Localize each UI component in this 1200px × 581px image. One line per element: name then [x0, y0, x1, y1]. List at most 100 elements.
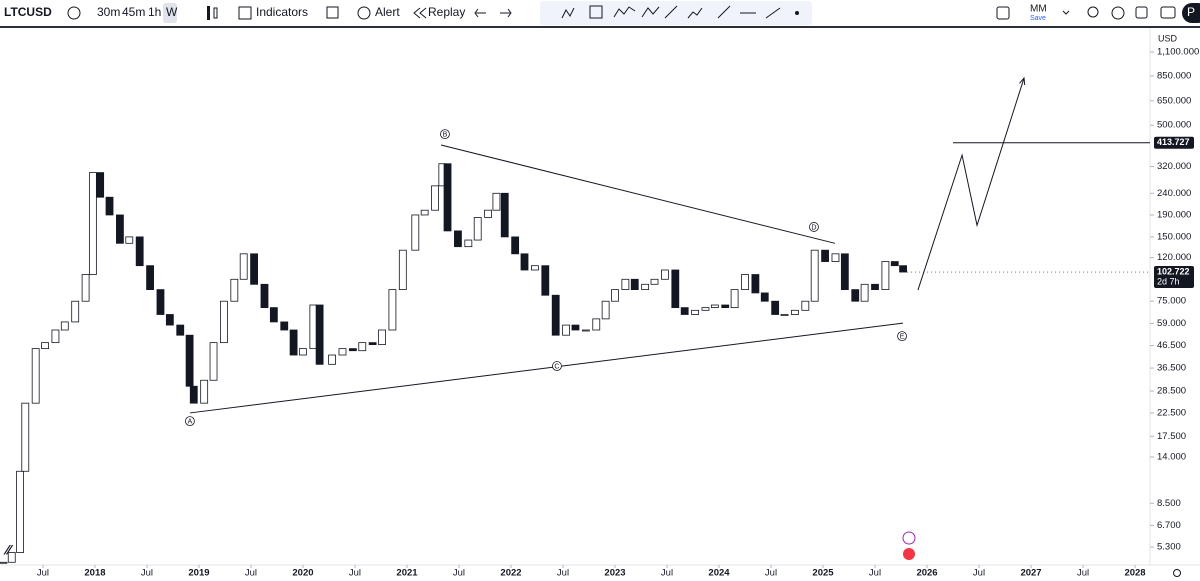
symbol[interactable]: LTCUSD — [4, 5, 52, 19]
candle — [269, 307, 278, 323]
candle — [96, 172, 105, 198]
alert-icon[interactable] — [357, 6, 371, 20]
drawing-tools[interactable] — [561, 5, 781, 19]
candle — [871, 283, 879, 291]
y-tick-label: 240.000 — [1157, 188, 1191, 199]
candle — [250, 253, 258, 285]
save[interactable]: Save — [1030, 15, 1046, 22]
candle — [500, 192, 509, 238]
layout-name[interactable]: MM — [1030, 4, 1047, 15]
replay[interactable]: Replay — [428, 5, 465, 19]
interval[interactable]: 1h — [148, 5, 161, 19]
candle — [520, 253, 529, 271]
x-tick-label: 2019 — [188, 568, 209, 579]
y-tick-label: 22.500 — [1157, 407, 1186, 418]
interval[interactable]: W — [166, 5, 178, 19]
candle — [156, 289, 165, 315]
x-tick-label: Jul — [453, 568, 465, 579]
y-tick-label: 75.000 — [1157, 296, 1186, 307]
toolbar-border — [0, 26, 1200, 28]
indicators[interactable]: Indicators — [256, 5, 308, 19]
candle — [791, 309, 799, 315]
layout-menu[interactable] — [1062, 10, 1070, 15]
undo[interactable] — [474, 8, 486, 18]
wave-label-circle — [809, 222, 819, 232]
arrow-head — [1019, 76, 1026, 86]
y-tick-label: 36.500 — [1157, 363, 1186, 374]
candle — [860, 283, 869, 302]
y-tick-label: 500.000 — [1157, 120, 1191, 131]
candle — [260, 283, 269, 309]
x-tick-label: 2020 — [292, 568, 313, 579]
candle — [185, 334, 194, 387]
alert[interactable]: Alert — [375, 5, 400, 19]
candle — [348, 348, 357, 352]
replay-icon[interactable] — [413, 7, 427, 19]
add-symbol[interactable] — [67, 6, 81, 20]
candle — [801, 300, 810, 311]
x-tick-label: Jul — [245, 568, 257, 579]
candle — [289, 329, 298, 356]
candle — [338, 348, 347, 356]
layout-icon[interactable] — [996, 6, 1010, 20]
event-icon[interactable] — [902, 531, 916, 545]
publish[interactable]: P — [1187, 5, 1195, 19]
y-tick-label: 8.500 — [1157, 498, 1181, 509]
candle — [464, 239, 473, 248]
y-tick-label: 59.000 — [1157, 318, 1186, 329]
drawing-tool-dot[interactable] — [795, 11, 799, 15]
x-tick-label: Jul — [869, 568, 881, 579]
candle — [492, 192, 501, 211]
settings[interactable] — [1111, 6, 1125, 20]
candle — [81, 274, 90, 302]
wave-label: E — [900, 333, 905, 340]
fullscreen[interactable] — [1135, 6, 1148, 19]
currency[interactable]: USD — [1158, 33, 1178, 43]
wave-label-circle — [185, 416, 195, 427]
indicators-icon[interactable] — [238, 6, 252, 20]
candle — [454, 230, 462, 248]
candle — [176, 324, 185, 336]
flag-icon[interactable] — [903, 548, 915, 560]
candle — [484, 209, 493, 218]
candle — [531, 265, 539, 271]
templates-icon[interactable] — [326, 6, 339, 19]
candle — [473, 217, 482, 241]
candle — [701, 307, 710, 311]
y-tick-label: 1,100.000 — [1157, 47, 1199, 58]
chart-type-icon[interactable] — [213, 7, 218, 19]
last-price: 102.722 — [1157, 266, 1190, 276]
chart-type-icon[interactable] — [207, 6, 210, 20]
price-tag-label: 413.727 — [1157, 137, 1190, 147]
x-tick-label: 2021 — [396, 568, 418, 579]
candle — [592, 318, 601, 331]
candle — [135, 236, 144, 267]
interval[interactable]: 30m — [97, 5, 120, 19]
x-tick-label: 2018 — [84, 568, 105, 579]
redo[interactable] — [500, 8, 512, 18]
candle — [146, 265, 154, 291]
candle — [721, 304, 730, 309]
x-tick-label: 2028 — [1124, 568, 1145, 579]
candle — [443, 163, 452, 232]
axis-settings[interactable] — [1173, 569, 1181, 577]
publish-button[interactable] — [1182, 3, 1200, 23]
candle — [650, 278, 659, 285]
candle — [189, 385, 198, 404]
candle — [771, 300, 780, 315]
y-tick-label: 320.000 — [1157, 161, 1191, 172]
candle — [581, 329, 590, 332]
candle — [71, 300, 80, 323]
candle — [328, 354, 336, 365]
search[interactable] — [1087, 6, 1099, 18]
snapshot[interactable] — [1160, 6, 1176, 19]
candle — [315, 304, 324, 365]
tv-logo[interactable]: ⁄⁄ — [3, 542, 13, 558]
candle — [420, 209, 429, 216]
y-tick-label: 120.000 — [1157, 252, 1191, 263]
drawing-toolbar — [540, 1, 812, 25]
candle — [51, 329, 60, 344]
candle — [730, 289, 739, 309]
interval[interactable]: 45m — [122, 5, 145, 19]
